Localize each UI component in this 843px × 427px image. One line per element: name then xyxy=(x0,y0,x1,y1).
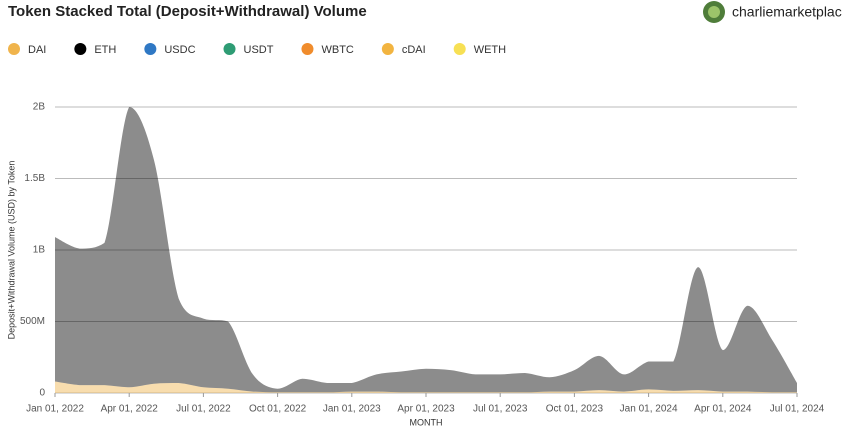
x-tick-label: Apr 01, 2022 xyxy=(101,404,159,415)
legend-swatch xyxy=(144,43,157,55)
legend-swatch xyxy=(381,43,394,55)
x-tick-label: Jan 01, 2022 xyxy=(26,404,84,415)
legend-swatch xyxy=(301,43,314,55)
y-tick-label: 1.5B xyxy=(24,173,45,184)
user-name: charliemarketplac xyxy=(732,4,842,20)
x-tick-label: Apr 01, 2023 xyxy=(397,404,455,415)
x-tick-label: Jul 01, 2022 xyxy=(176,404,231,415)
legend-label: WBTC xyxy=(321,44,353,56)
x-tick-label: Jan 01, 2024 xyxy=(620,404,678,415)
legend-swatch xyxy=(8,43,20,55)
y-tick-label: 500M xyxy=(20,316,45,327)
x-tick-label: Oct 01, 2022 xyxy=(249,404,307,415)
area xyxy=(55,381,797,393)
legend-label: ETH xyxy=(94,44,116,56)
y-axis-label: Deposit+Withdrawal Volume (USD) by Token xyxy=(6,161,16,340)
y-tick-label: 1B xyxy=(33,245,46,256)
x-tick-label: Jan 01, 2023 xyxy=(323,404,381,415)
y-tick-label: 2B xyxy=(33,102,46,113)
legend-swatch xyxy=(453,43,466,55)
plot-area xyxy=(55,107,797,393)
legend-label: WETH xyxy=(474,44,506,56)
x-tick-label: Jul 01, 2024 xyxy=(770,404,825,415)
area xyxy=(55,107,797,393)
legend-label: DAI xyxy=(28,44,46,56)
avatar-face xyxy=(708,6,720,18)
legend-swatch xyxy=(223,43,236,55)
legend-label: USDT xyxy=(244,44,274,56)
legend-swatch xyxy=(74,43,87,55)
x-tick-label: Apr 01, 2024 xyxy=(694,404,752,415)
legend-label: USDC xyxy=(164,44,195,56)
x-tick-label: Oct 01, 2023 xyxy=(546,404,604,415)
legend-label: cDAI xyxy=(402,44,426,56)
x-tick-label: Jul 01, 2023 xyxy=(473,404,528,415)
chart-title: Token Stacked Total (Deposit+Withdrawal)… xyxy=(8,3,367,20)
x-axis-label: MONTH xyxy=(410,417,443,427)
y-tick-label: 0 xyxy=(39,388,45,399)
